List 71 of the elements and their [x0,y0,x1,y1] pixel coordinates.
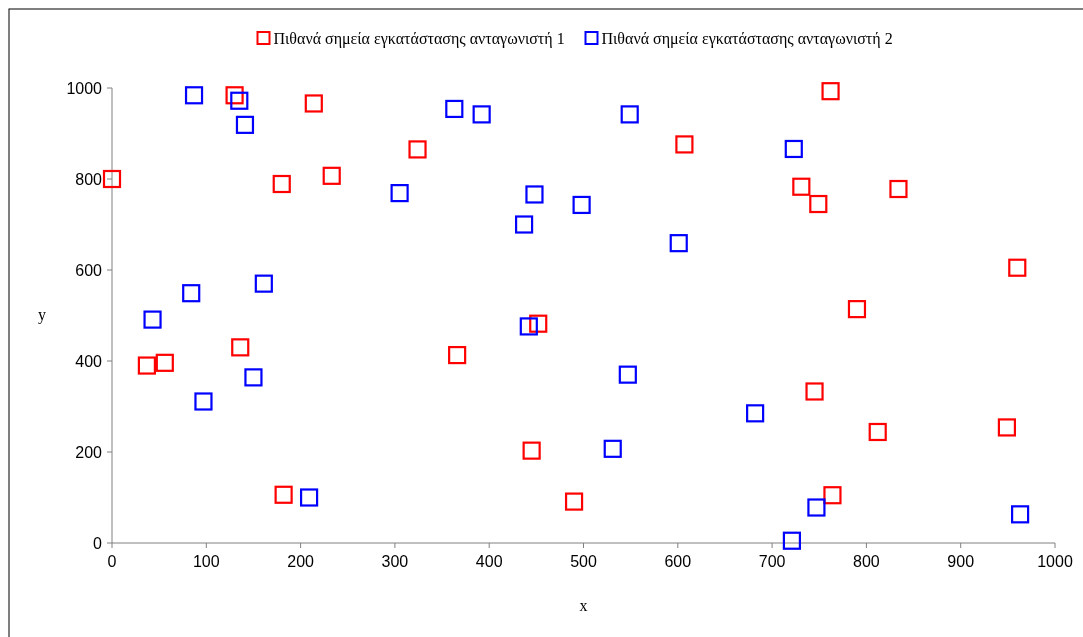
x-tick-label: 0 [107,553,117,570]
point [620,105,639,124]
point [235,115,255,134]
point [143,310,162,329]
point [184,86,204,105]
point [823,486,842,505]
point [997,418,1017,437]
point [529,314,548,333]
point [445,99,464,119]
point [603,439,622,458]
point [519,317,538,336]
y-tick-label: 1000 [66,79,103,97]
point [102,169,122,189]
x-axis-title: x [579,597,588,614]
point [746,404,765,423]
point [231,338,250,357]
x-tick-label: 1000 [1037,553,1073,570]
point [304,94,323,113]
point [137,356,156,375]
point [194,392,213,411]
x-tick-label: 700 [758,553,786,570]
x-tick-label: 500 [570,553,597,570]
y-axis-title: y [38,305,46,324]
x-tick-label: 400 [475,553,503,570]
point [821,82,840,101]
point [525,185,544,204]
legend-label: Πιθανά σημεία εγκατάστασης ανταγωνιστή 1 [273,29,565,48]
point [155,353,174,372]
point [522,441,541,460]
point [572,195,591,215]
x-tick-label: 800 [853,553,880,570]
point [244,368,263,387]
point [868,422,887,442]
point [274,485,293,504]
y-tick-label: 400 [75,352,103,370]
point [408,140,427,159]
x-tick-label: 900 [947,553,975,570]
point [809,194,828,214]
point [254,274,273,293]
point [322,166,341,185]
point [472,105,491,124]
point [225,86,244,105]
legend-label: Πιθανά σημεία εγκατάστασης ανταγωνιστή 2 [601,29,893,48]
point [675,135,694,154]
y-tick-label: 200 [75,443,103,461]
y-tick-label: 0 [93,534,103,552]
point [230,91,249,110]
point [564,492,584,511]
x-tick-label: 300 [381,553,409,570]
point [889,179,908,199]
point [390,184,409,203]
x-tick-label: 200 [287,553,315,570]
point [805,382,824,401]
point [299,488,319,507]
point [182,284,201,303]
point [782,531,801,550]
x-tick-label: 100 [192,553,220,570]
point [669,234,688,253]
point [1011,505,1030,524]
point [272,174,291,194]
point [448,345,467,365]
point [784,139,803,159]
point [514,215,534,234]
y-tick-label: 600 [75,261,103,279]
y-tick-label: 800 [75,170,103,188]
point [807,498,826,517]
point [618,365,637,384]
point [847,300,867,319]
point [792,177,811,196]
point [1008,258,1027,277]
x-tick-label: 600 [664,553,692,570]
